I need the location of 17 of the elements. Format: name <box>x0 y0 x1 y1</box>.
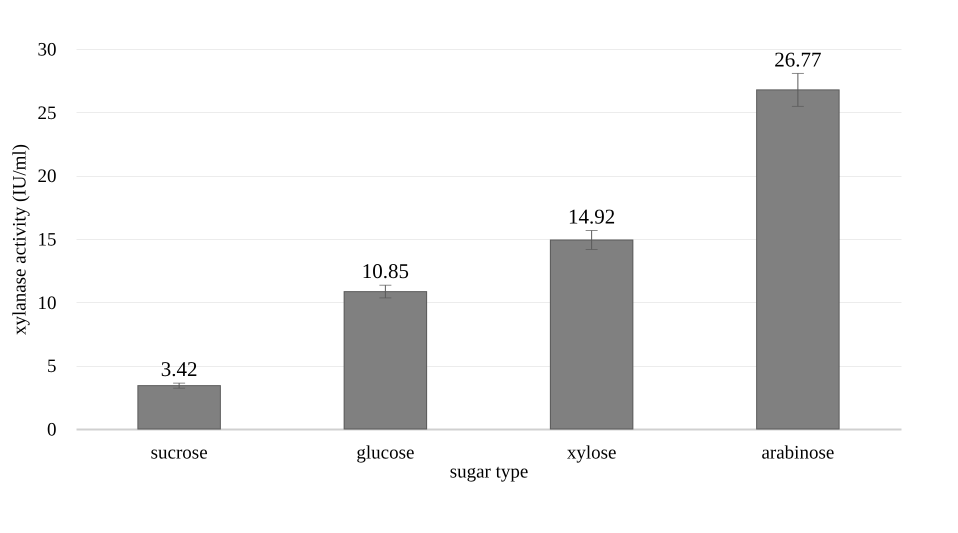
y-tick-label: 5 <box>47 356 56 378</box>
y-tick-label: 30 <box>38 40 56 60</box>
y-tick-label: 15 <box>38 230 56 250</box>
x-tick-label: xylose <box>566 442 616 464</box>
y-axis-title: xylanase activity (IU/ml) <box>10 144 30 335</box>
data-label: 3.42 <box>160 357 198 382</box>
x-tick-label: glucose <box>356 442 414 464</box>
x-tick-label: sucrose <box>150 442 208 464</box>
data-label: 26.77 <box>774 47 822 72</box>
y-tick-label: 25 <box>38 102 56 124</box>
data-label: 10.85 <box>362 259 409 284</box>
x-axis-title: sugar type <box>450 462 528 482</box>
y-tick-label: 10 <box>38 292 56 314</box>
x-tick-label: arabinose <box>761 442 834 464</box>
y-tick-label: 20 <box>38 166 56 188</box>
y-tick-label: 0 <box>47 420 56 440</box>
data-label: 14.92 <box>568 204 616 229</box>
